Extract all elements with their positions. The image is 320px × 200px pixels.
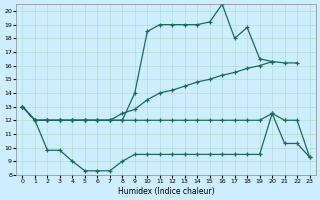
X-axis label: Humidex (Indice chaleur): Humidex (Indice chaleur) [118,187,214,196]
